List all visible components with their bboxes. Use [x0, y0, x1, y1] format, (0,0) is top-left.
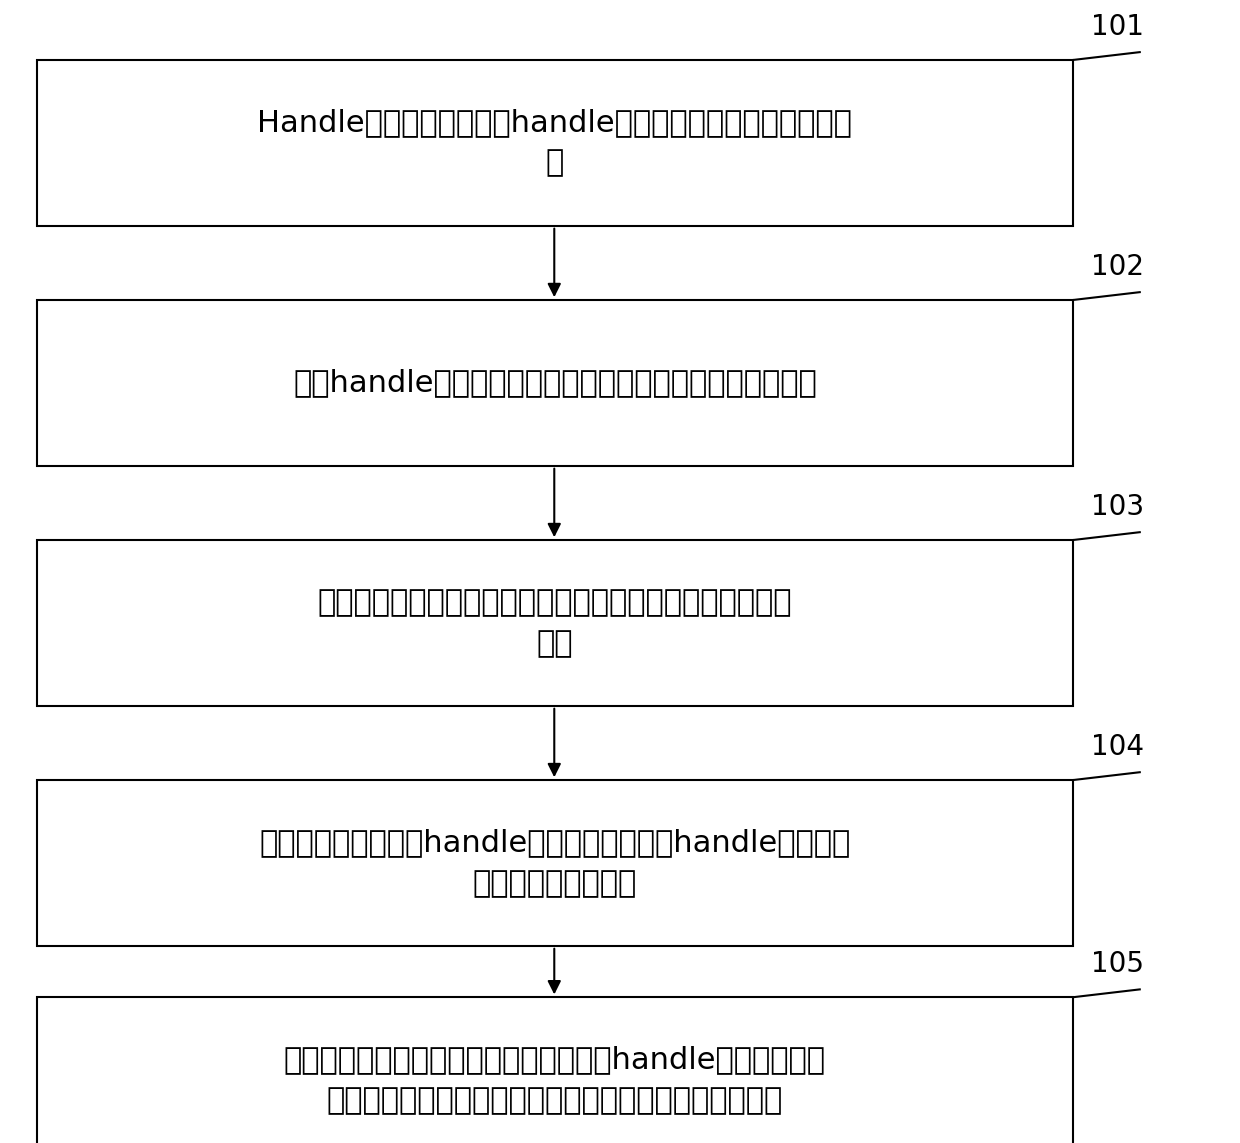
Text: 解析服务器向对应的发现服务器发送所述设备上报信息查询
请求: 解析服务器向对应的发现服务器发送所述设备上报信息查询 请求 [317, 589, 792, 657]
Bar [37, 541, 1073, 705]
Text: 根据handle标识前缀码定位到本地服务集群中的解析服务器: 根据handle标识前缀码定位到本地服务集群中的解析服务器 [293, 368, 817, 398]
Text: 信息服务器通过区块链客户端，根据所述handle标识后缀码从
区块链网络中获取所述设备写入区块链网络中的上报信息: 信息服务器通过区块链客户端，根据所述handle标识后缀码从 区块链网络中获取所… [284, 1046, 826, 1114]
Text: 发现服务器根据所述handle标识后缀码查找该handle标识后缀
码对应的信息服务器: 发现服务器根据所述handle标识后缀码查找该handle标识后缀 码对应的信息… [259, 829, 851, 897]
Bar [37, 780, 1073, 946]
Text: Handle服务平台接收携带handle标识码的设备上报信息查询请
求: Handle服务平台接收携带handle标识码的设备上报信息查询请 求 [258, 109, 852, 177]
Bar [37, 997, 1073, 1143]
Bar [37, 61, 1073, 226]
Text: 105: 105 [1091, 950, 1145, 977]
Bar [37, 299, 1073, 465]
Text: 103: 103 [1091, 493, 1145, 521]
Text: 101: 101 [1091, 13, 1145, 40]
Text: 102: 102 [1091, 253, 1145, 280]
Text: 104: 104 [1091, 733, 1145, 761]
